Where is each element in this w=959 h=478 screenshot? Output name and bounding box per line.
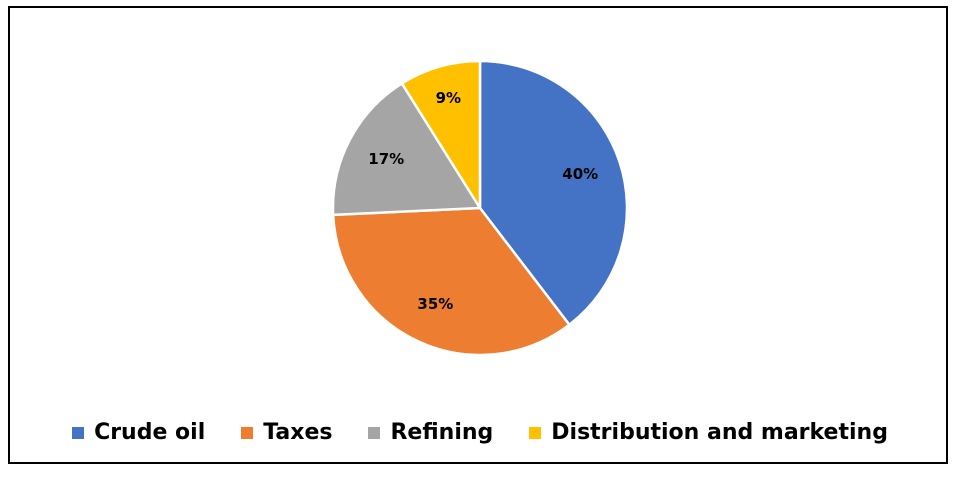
legend-label-refining: Refining [390,420,494,445]
pie-slice-refining [331,82,482,217]
data-label-refining: 17% [368,150,404,168]
legend-item-crude-oil: Crude oil [72,420,205,445]
pie-slice-crude-oil [478,59,629,326]
legend: Crude oil Taxes Refining Distribution an… [10,420,950,445]
legend-label-crude-oil: Crude oil [94,420,206,445]
data-label-crude-oil: 40% [562,165,598,183]
pie-slice-taxes [331,206,571,357]
legend-swatch-taxes [241,426,254,439]
pie-data-labels: 40% 35% 17% 9% [368,89,598,313]
legend-item-taxes: Taxes [241,420,332,445]
legend-item-distribution-and-marketing: Distribution and marketing [529,420,888,445]
legend-item-refining: Refining [368,420,493,445]
legend-swatch-crude-oil [72,426,85,439]
legend-swatch-refining [368,426,381,439]
pie-slice-distribution-and-marketing [400,59,482,210]
chart-frame: 40% 35% 17% 9% Crude oil Taxes Refining Dis… [8,6,948,464]
pie-slices [331,59,629,357]
data-label-taxes: 35% [417,295,453,313]
legend-swatch-distribution-and-marketing [529,426,542,439]
legend-label-distribution-and-marketing: Distribution and marketing [551,420,888,445]
data-label-distribution-and-marketing: 9% [436,89,461,107]
legend-label-taxes: Taxes [263,420,333,445]
pie-chart: 40% 35% 17% 9% [331,59,629,357]
